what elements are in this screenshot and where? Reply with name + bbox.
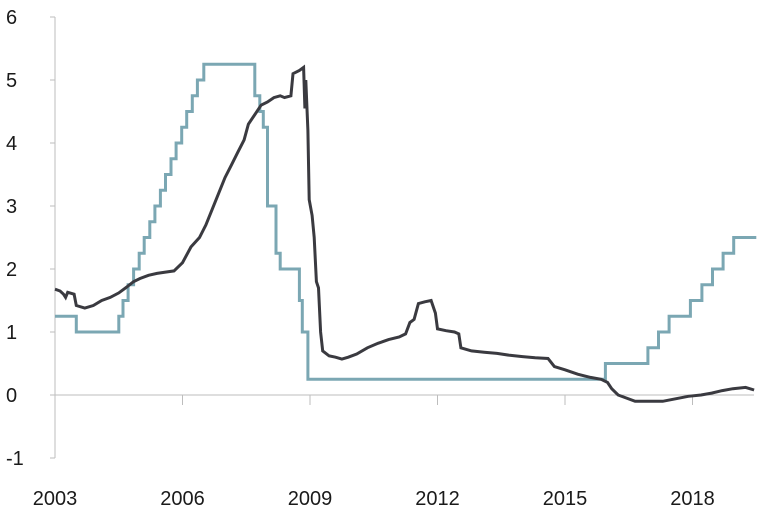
y-tick-label: 3 — [6, 196, 17, 218]
y-tick-label: 2 — [6, 259, 17, 281]
chart-axes — [50, 16, 754, 459]
y-tick-label: -1 — [6, 448, 24, 470]
y-tick-label: 1 — [6, 322, 17, 344]
x-tick-label: 2003 — [33, 488, 78, 510]
y-tick-label: 5 — [6, 70, 17, 92]
y-tick-label: 4 — [6, 133, 17, 155]
y-tick-label: 6 — [6, 7, 17, 29]
y-tick-label: 0 — [6, 385, 17, 407]
chart-tick-labels: -1 0 1 2 3 4 5 6 2003 2006 2009 2012 2015 2018 — [6, 7, 715, 510]
x-tick-label: 2006 — [160, 488, 205, 510]
series-line-2 — [54, 64, 755, 403]
x-tick-label: 2012 — [415, 488, 460, 510]
chart-series-group — [54, 62, 757, 403]
x-tick-label: 2009 — [288, 488, 333, 510]
series-line-1 — [55, 62, 757, 381]
x-tick-label: 2015 — [543, 488, 588, 510]
x-tick-label: 2018 — [670, 488, 715, 510]
